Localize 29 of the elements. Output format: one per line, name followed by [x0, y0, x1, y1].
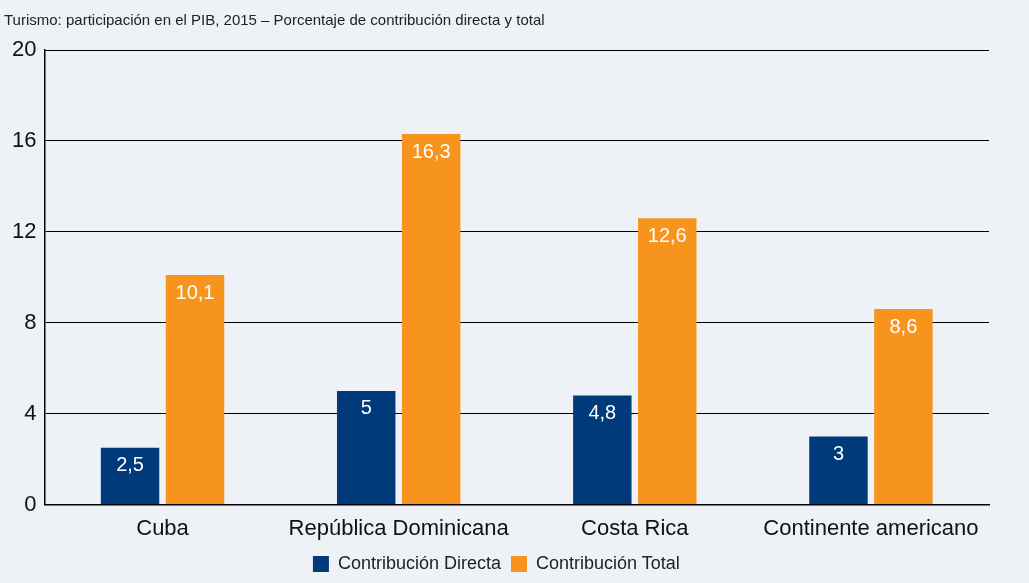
x-tick-label: República Dominicana: [288, 514, 510, 540]
bar: [165, 275, 225, 505]
y-tick-label: 0: [24, 490, 37, 516]
y-tick-label: 8: [24, 308, 37, 334]
y-tick-label: 20: [11, 36, 37, 62]
bar: [573, 395, 632, 505]
data-label: 10,1: [175, 280, 215, 303]
y-tick-label: 12: [11, 217, 37, 243]
data-label: 4,8: [588, 401, 617, 424]
bar: [638, 218, 697, 505]
data-label: 2,5: [116, 453, 144, 476]
data-label: 8,6: [889, 314, 918, 337]
legend-label: Contribución Directa: [337, 552, 502, 573]
y-tick-label: 4: [24, 399, 37, 425]
data-label: 3: [832, 441, 845, 464]
x-tick-label: Costa Rica: [581, 514, 690, 540]
data-label: 5: [360, 396, 372, 419]
bar: [809, 436, 868, 505]
bar: [874, 309, 933, 505]
chart-title: Turismo: participación en el PIB, 2015 – Porcentaje de contribución directa y total: [4, 11, 545, 29]
y-tick-label: 16: [11, 126, 37, 152]
x-tick-label: Continente americano: [763, 514, 979, 540]
data-label: 12,6: [647, 223, 687, 246]
x-tick-label: Cuba: [136, 514, 190, 540]
bar: [401, 134, 461, 505]
data-label: 16,3: [411, 139, 451, 162]
bar: [336, 390, 396, 505]
bar: [100, 447, 160, 505]
legend-label: Contribución Total: [536, 552, 680, 573]
